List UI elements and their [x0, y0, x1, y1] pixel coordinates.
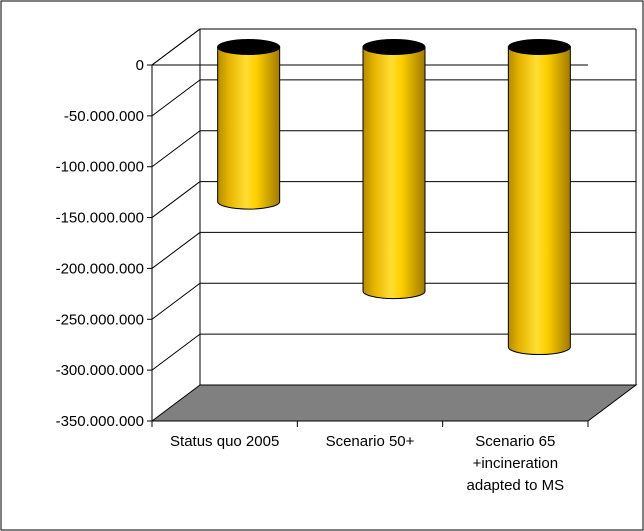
bars	[217, 39, 571, 356]
category-label-line: Scenario 65	[475, 433, 555, 450]
y-tick-label: -300.000.000	[56, 362, 144, 379]
gridline-side	[151, 232, 201, 269]
bar-top	[217, 39, 281, 55]
category-label-line: Status quo 2005	[170, 433, 279, 450]
y-tick-label: -50.000.000	[64, 108, 144, 125]
y-tick-label: -150.000.000	[56, 210, 144, 227]
bar-body	[217, 46, 281, 210]
gridline-side	[151, 181, 201, 218]
y-tick-labels: 0 -50.000.000 -100.000.000 -150.000.000 -200…	[56, 57, 144, 430]
y-tick-label: -200.000.000	[56, 260, 144, 277]
gridline-side	[151, 282, 201, 320]
bar-body	[362, 46, 426, 300]
category-label: Scenario 65 +incineration adapted to MS	[467, 433, 565, 494]
category-label-line: adapted to MS	[467, 477, 565, 494]
category-label-line: +incineration	[473, 455, 558, 472]
gridline-side	[151, 333, 201, 371]
floor-plane	[150, 384, 638, 422]
bar	[217, 39, 281, 210]
y-tick-label: 0	[136, 57, 144, 74]
bar-top	[362, 39, 426, 55]
y-tick-label: -350.000.000	[56, 413, 144, 430]
category-label: Scenario 50+	[326, 433, 415, 450]
chart-floor	[150, 384, 638, 422]
gridline-side	[151, 28, 201, 66]
y-tick-label: -250.000.000	[56, 311, 144, 328]
y-tick-label: -100.000.000	[56, 159, 144, 176]
bar-top	[507, 39, 571, 55]
bar	[507, 39, 571, 356]
gridline-side	[151, 130, 201, 168]
category-labels: Status quo 2005 Scenario 50+ Scenario 65 +i…	[170, 433, 564, 494]
bar	[362, 39, 426, 300]
category-label-line: Scenario 50+	[326, 433, 415, 450]
category-label: Status quo 2005	[170, 433, 279, 450]
gridline-side	[151, 79, 201, 117]
bar-body	[507, 46, 571, 356]
